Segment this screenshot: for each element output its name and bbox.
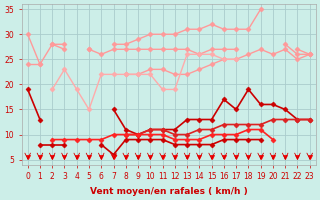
X-axis label: Vent moyen/en rafales ( km/h ): Vent moyen/en rafales ( km/h ) <box>90 187 248 196</box>
